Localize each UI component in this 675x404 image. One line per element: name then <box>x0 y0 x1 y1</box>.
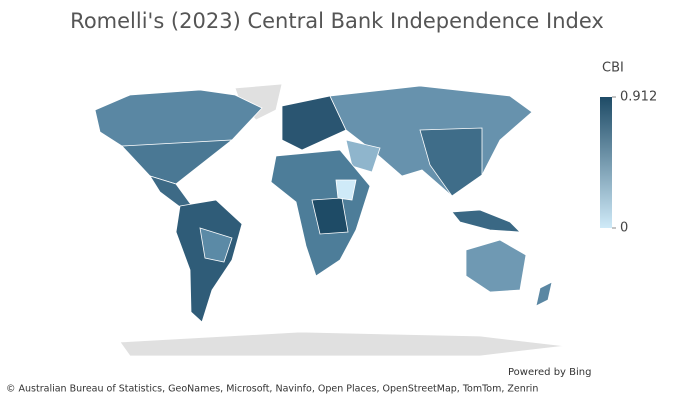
united-states <box>121 139 234 185</box>
new-zealand <box>535 281 553 307</box>
sudan <box>335 179 357 201</box>
world-map <box>94 83 566 357</box>
map-title: Romelli's (2023) Central Bank Independen… <box>70 9 604 33</box>
southeast-asia-islands <box>451 209 522 233</box>
color-scale <box>600 97 612 228</box>
south-america <box>175 199 243 323</box>
antarctica <box>119 331 566 357</box>
brazil <box>199 227 233 263</box>
middle-east <box>345 139 381 173</box>
legend-tick-label: 0 <box>620 221 628 236</box>
central-africa <box>311 197 349 235</box>
china <box>419 127 483 197</box>
australia <box>465 239 527 293</box>
europe <box>281 95 347 151</box>
attribution: © Australian Bureau of Statistics, GeoNa… <box>6 384 538 395</box>
legend-title: CBI <box>602 61 624 76</box>
legend-tick-label: 0.912 <box>620 90 657 105</box>
powered-by: Powered by Bing <box>508 367 591 378</box>
